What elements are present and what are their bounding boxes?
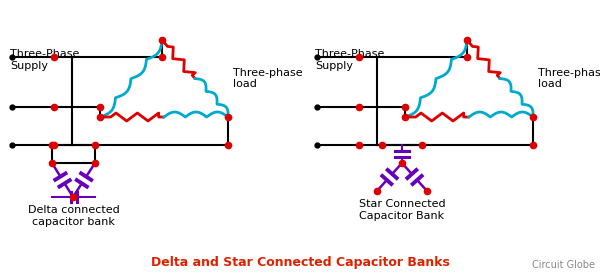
Text: Three-phase
load: Three-phase load [538,68,600,89]
Text: Delta connected
capacitor bank: Delta connected capacitor bank [28,205,119,227]
Text: Three-Phase
Supply: Three-Phase Supply [315,49,385,71]
Text: Star Connected
Capacitor Bank: Star Connected Capacitor Bank [359,199,445,221]
Text: Three-phase
load: Three-phase load [233,68,302,89]
Text: Three-Phase
Supply: Three-Phase Supply [10,49,79,71]
Text: Circuit Globe: Circuit Globe [532,260,595,270]
Text: Delta and Star Connected Capacitor Banks: Delta and Star Connected Capacitor Banks [151,256,449,269]
